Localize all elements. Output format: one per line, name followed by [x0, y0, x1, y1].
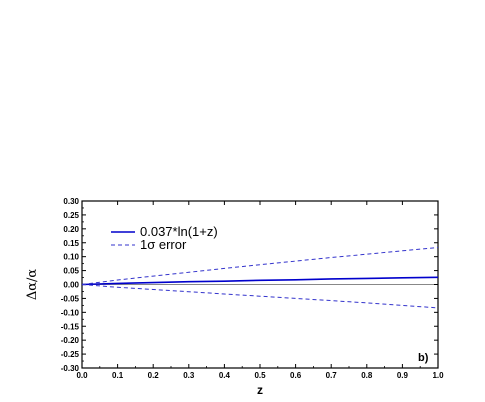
y-tick-label: -0.10: [61, 308, 80, 317]
y-tick-label: -0.15: [61, 322, 80, 331]
y-tick-label: 0.15: [63, 239, 79, 248]
x-tick-label: 0.6: [290, 371, 302, 380]
y-axis-label: Δα/α: [25, 269, 40, 301]
legend: 0.037*ln(1+z)1σ error: [111, 224, 218, 252]
y-tick-label: -0.30: [61, 364, 80, 373]
x-tick-label: 0.8: [361, 371, 373, 380]
series-layer: [81, 247, 439, 309]
panel-label: b): [418, 352, 429, 364]
y-tick-label: -0.20: [61, 336, 80, 345]
series-line-error-lower: [81, 284, 439, 309]
x-tick-label: 0.9: [397, 371, 409, 380]
x-tick-label: 0.0: [76, 371, 88, 380]
y-axis-ticks: 0.30 0.25 0.20 0.15 0.10 0.05 0.00 -0.05 -0.10 -0…: [61, 197, 438, 373]
plot-area: [81, 200, 439, 369]
x-axis-label: z: [257, 383, 263, 397]
y-tick-label: -0.05: [61, 294, 80, 303]
legend-label: 0.037*ln(1+z): [140, 224, 218, 239]
y-tick-label: -0.25: [61, 350, 80, 359]
y-tick-label: 0.05: [63, 267, 79, 276]
x-tick-label: 1.0: [432, 371, 444, 380]
x-tick-label: 0.3: [183, 371, 195, 380]
x-tick-label: 0.1: [112, 371, 124, 380]
x-tick-label: 0.5: [254, 371, 266, 380]
series-line-error-upper: [81, 247, 439, 285]
x-axis-ticks: 0.0 0.1 0.2 0.3 0.4 0.5 0.6 0.7 0.8 0.9 1.0: [76, 201, 444, 380]
y-tick-label: 0.00: [63, 281, 79, 290]
series-line-fit: [81, 276, 439, 286]
y-tick-label: 0.20: [63, 225, 79, 234]
y-tick-label: 0.10: [63, 253, 79, 262]
legend-label: 1σ error: [140, 237, 187, 252]
y-tick-label: 0.30: [63, 197, 79, 206]
x-tick-label: 0.2: [148, 371, 160, 380]
y-tick-label: 0.25: [63, 211, 79, 220]
x-tick-label: 0.7: [326, 371, 338, 380]
x-tick-label: 0.4: [219, 371, 231, 380]
